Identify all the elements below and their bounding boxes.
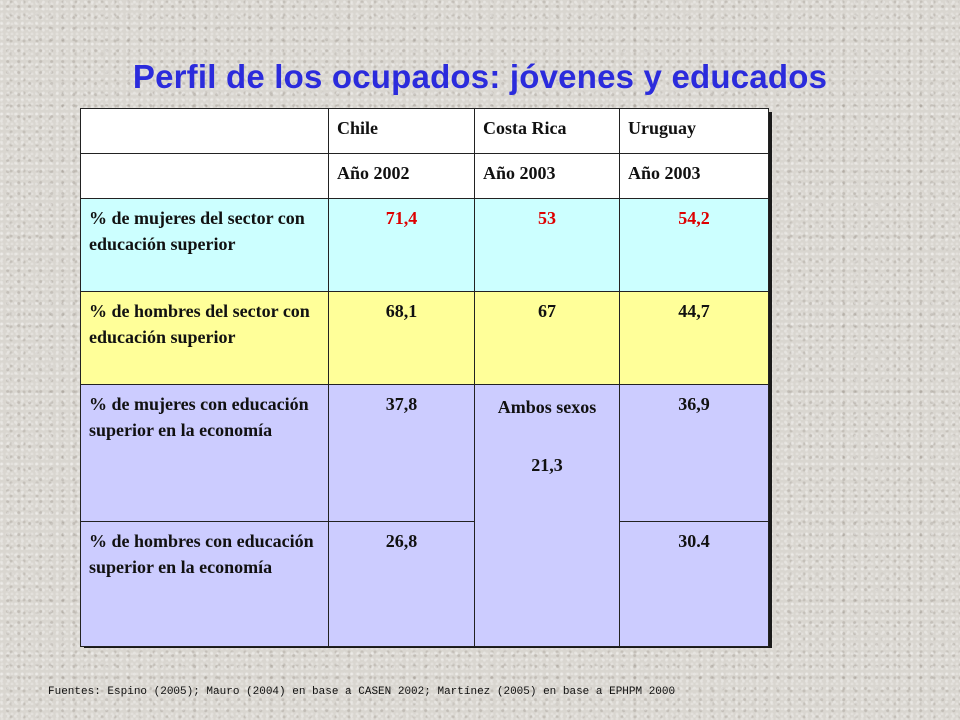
- data-table: Chile Costa Rica Uruguay Año 2002 Año 20…: [80, 108, 769, 647]
- data-table-container: Chile Costa Rica Uruguay Año 2002 Año 20…: [80, 108, 769, 647]
- header-row-countries: Chile Costa Rica Uruguay: [80, 108, 769, 154]
- row-label: % de hombres con educación superior en l…: [80, 521, 329, 647]
- cell-value: 26,8: [328, 521, 475, 647]
- cell-value: 36,9: [619, 384, 769, 522]
- merged-cell-label: Ambos sexos: [497, 397, 597, 417]
- merged-cell-costa-rica: Ambos sexos 21,3: [474, 384, 620, 647]
- row-label: % de hombres del sector con educación su…: [80, 291, 329, 385]
- header-country-costa-rica: Costa Rica: [474, 108, 620, 154]
- header-year-uruguay: Año 2003: [619, 153, 769, 199]
- slide-title: Perfil de los ocupados: jóvenes y educad…: [132, 58, 828, 95]
- table-row: % de mujeres del sector con educación su…: [80, 198, 769, 292]
- header-year-chile: Año 2002: [328, 153, 475, 199]
- cell-value: 68,1: [328, 291, 475, 385]
- header-year-costa-rica: Año 2003: [474, 153, 620, 199]
- header-country-uruguay: Uruguay: [619, 108, 769, 154]
- row-label: % de mujeres del sector con educación su…: [80, 198, 329, 292]
- cell-value: 71,4: [328, 198, 475, 292]
- cell-value: 53: [474, 198, 620, 292]
- header-row-years: Año 2002 Año 2003 Año 2003: [80, 153, 769, 199]
- header-country-chile: Chile: [328, 108, 475, 154]
- corner-cell: [80, 108, 329, 154]
- cell-value: 37,8: [328, 384, 475, 522]
- row-label: % de mujeres con educación superior en l…: [80, 384, 329, 522]
- cell-value: 30.4: [619, 521, 769, 647]
- corner-cell-2: [80, 153, 329, 199]
- table-row: % de hombres con educación superior en l…: [80, 521, 769, 647]
- source-note: Fuentes: Espino (2005); Mauro (2004) en …: [48, 686, 676, 698]
- cell-value: 54,2: [619, 198, 769, 292]
- cell-value: 44,7: [619, 291, 769, 385]
- cell-value: 67: [474, 291, 620, 385]
- merged-cell-value: 21,3: [531, 455, 563, 475]
- table-row: % de hombres del sector con educación su…: [80, 291, 769, 385]
- table-row: % de mujeres con educación superior en l…: [80, 384, 769, 647]
